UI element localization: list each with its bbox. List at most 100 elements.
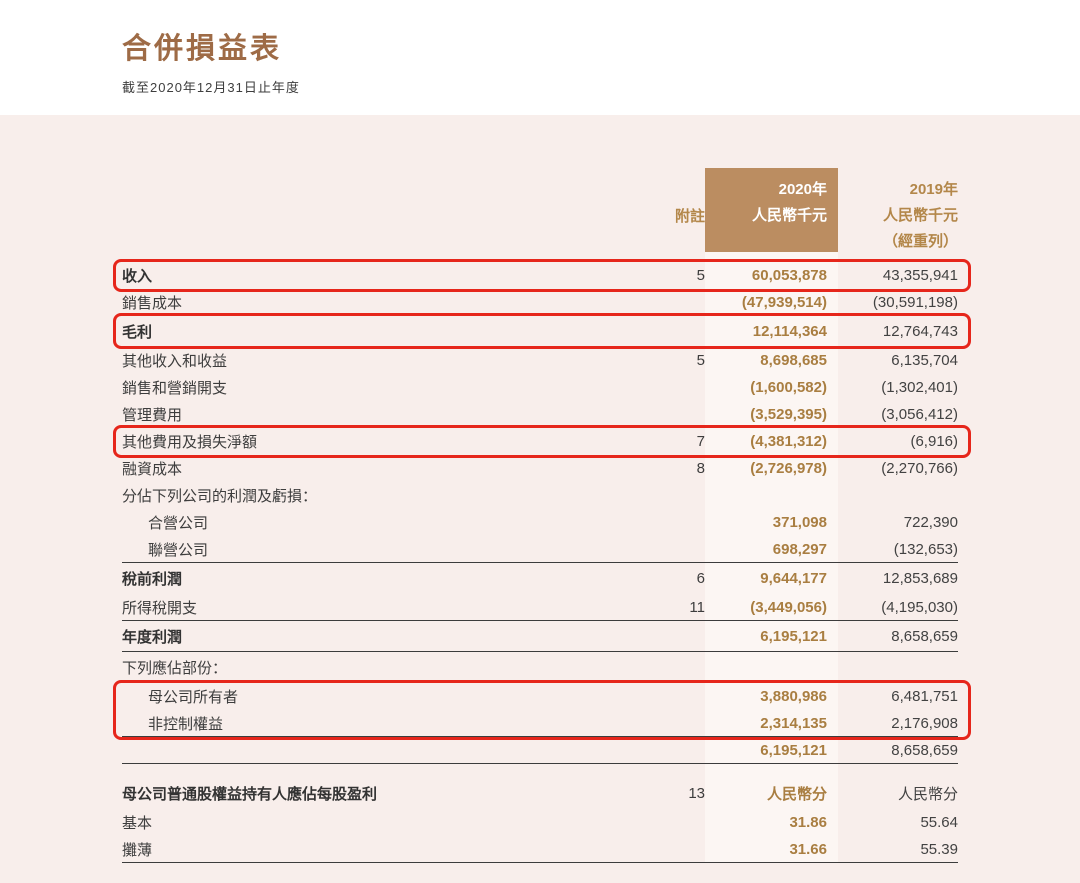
row-value-2020: (3,449,056): [750, 598, 827, 616]
table-row: 稅前利潤 6 9,644,177 12,853,689: [122, 563, 958, 594]
row-value-2019: (132,653): [893, 540, 958, 558]
row-label: 所得稅開支: [122, 599, 198, 617]
row-spacer: [122, 764, 958, 778]
row-value-2020: 6,195,121: [760, 741, 827, 759]
income-statement-body: 收入 5 60,053,878 43,355,941 銷售成本 (47,939,514) (…: [113, 252, 971, 863]
row-note: 7: [696, 433, 705, 450]
row-label: 融資成本: [122, 461, 183, 478]
row-label: 非控制權益: [148, 715, 224, 733]
row-value-2020: 3,880,986: [760, 688, 827, 705]
row-value-2020: 31.66: [789, 840, 827, 858]
table-row: 母公司所有者 3,880,986 6,481,751: [122, 683, 958, 710]
row-value-2019: (6,916): [910, 433, 958, 450]
row-value-2020: 9,644,177: [760, 570, 827, 587]
row-value-2019: (30,591,198): [872, 293, 958, 311]
row-label: 攤薄: [122, 841, 153, 859]
row-value-2019: 12,764,743: [882, 322, 958, 340]
table-row: 分佔下列公司的利潤及虧損：: [122, 482, 958, 509]
table-row: 所得稅開支 11 (3,449,056) (4,195,030): [122, 594, 958, 621]
table-row: 年度利潤 6,195,121 8,658,659: [122, 621, 958, 652]
row-label: 下列應佔部份：: [122, 660, 228, 677]
row-label: 銷售和營銷開支: [122, 380, 228, 397]
row-label: 稅前利潤: [122, 571, 183, 588]
row-label: 管理費用: [122, 407, 183, 424]
highlight-box-group: 母公司所有者 3,880,986 6,481,751 非控制權益 2,314,135 2,…: [113, 680, 971, 740]
row-value-2020: 2,314,135: [760, 714, 827, 732]
row-value-2019: (1,302,401): [881, 379, 958, 396]
col-2020-unit: 人民幣千元: [751, 207, 827, 224]
row-label: 毛利: [122, 323, 153, 341]
col-2019-unit: 人民幣千元: [882, 207, 958, 224]
row-label: 其他收入和收益: [122, 353, 228, 370]
row-label: 母公司普通股權益持有人應佔每股盈利: [122, 786, 378, 803]
row-value-2020: 12,114,364: [752, 322, 827, 340]
table-row: 銷售成本 (47,939,514) (30,591,198): [122, 289, 958, 316]
row-note: 5: [696, 267, 705, 284]
row-value-2020: 8,698,685: [760, 352, 827, 369]
table-row: 基本 31.86 55.64: [122, 809, 958, 836]
table-row: 其他收入和收益 5 8,698,685 6,135,704: [122, 347, 958, 374]
table-row: 合營公司 371,098 722,390: [122, 509, 958, 536]
row-value-2020: 60,053,878: [751, 267, 827, 284]
row-value-2019: (3,056,412): [881, 406, 958, 423]
row-label: 基本: [122, 815, 153, 832]
row-value-2019: 8,658,659: [891, 627, 958, 645]
row-value-2020: 698,297: [772, 540, 827, 558]
row-value-2019: 6,481,751: [891, 688, 958, 705]
row-value-2019: (4,195,030): [881, 598, 958, 616]
row-value-2019: 43,355,941: [882, 267, 958, 284]
row-label: 銷售成本: [122, 294, 183, 312]
row-label: 其他費用及損失淨額: [122, 434, 258, 451]
row-value-2019: 6,135,704: [891, 352, 958, 369]
col-2020-header: 2020年 人民幣千元: [705, 168, 838, 252]
row-label: 母公司所有者: [148, 689, 239, 706]
row-value-2020: 6,195,121: [760, 627, 827, 645]
row-label: 分佔下列公司的利潤及虧損：: [122, 488, 318, 505]
row-value-2020: 371,098: [772, 514, 827, 531]
row-label: 收入: [122, 268, 153, 285]
table-row: 6,195,121 8,658,659: [122, 737, 958, 764]
period-subtitle: 截至2020年12月31日止年度: [122, 80, 300, 95]
table-row: 其他費用及損失淨額 7 (4,381,312) (6,916): [113, 425, 971, 458]
col-2020-stripe: [705, 252, 838, 863]
table-row: 非控制權益 2,314,135 2,176,908: [122, 710, 958, 737]
row-value-2019: 55.64: [920, 814, 958, 831]
statement-panel: 附註 2020年 人民幣千元 2019年 人民幣千元 （經重列） 收入 5 60,0…: [0, 115, 1080, 883]
row-value-2019: 12,853,689: [882, 570, 958, 587]
row-note: 11: [689, 598, 705, 616]
row-value-2020: (3,529,395): [750, 406, 827, 423]
table-row: 母公司普通股權益持有人應佔每股盈利 13 人民幣分 人民幣分: [122, 778, 958, 809]
row-note: 13: [688, 785, 705, 802]
table-header: 附註 2020年 人民幣千元 2019年 人民幣千元 （經重列）: [122, 168, 958, 252]
table-row: 融資成本 8 (2,726,978) (2,270,766): [122, 455, 958, 482]
row-value-2019: (2,270,766): [881, 460, 958, 477]
row-value-2019: 8,658,659: [891, 741, 958, 759]
table-row: 聯營公司 698,297 (132,653): [122, 536, 958, 563]
table-row: 攤薄 31.66 55.39: [122, 836, 958, 863]
row-value-2020: (2,726,978): [750, 460, 827, 477]
table-row: 毛利 12,114,364 12,764,743: [113, 313, 971, 349]
table-row: 銷售和營銷開支 (1,600,582) (1,302,401): [122, 374, 958, 401]
row-note: 6: [696, 570, 705, 587]
col-2019-year: 2019年: [909, 181, 958, 198]
row-value-2020: 人民幣分: [766, 786, 827, 803]
row-value-2019: 722,390: [903, 514, 958, 531]
table-row: 收入 5 60,053,878 43,355,941: [113, 259, 971, 292]
row-value-2020: 31.86: [789, 814, 827, 831]
col-2019-header: 2019年 人民幣千元 （經重列）: [838, 168, 958, 252]
row-note: 5: [696, 352, 705, 369]
col-2020-year: 2020年: [778, 181, 827, 198]
row-label: 合營公司: [148, 515, 209, 532]
row-value-2019: 2,176,908: [891, 714, 958, 732]
row-note: 8: [696, 460, 705, 477]
row-label: 聯營公司: [148, 541, 209, 559]
document-header: 合併損益表 截至2020年12月31日止年度: [0, 0, 1080, 115]
row-value-2020: (47,939,514): [741, 293, 827, 311]
note-column-header: 附註: [674, 208, 705, 225]
row-value-2019: 55.39: [920, 840, 958, 858]
table-row: 下列應佔部份：: [122, 652, 958, 683]
row-value-2019: 人民幣分: [897, 786, 958, 803]
row-label: 年度利潤: [122, 628, 183, 646]
col-2019-restated: （經重列）: [882, 233, 958, 250]
